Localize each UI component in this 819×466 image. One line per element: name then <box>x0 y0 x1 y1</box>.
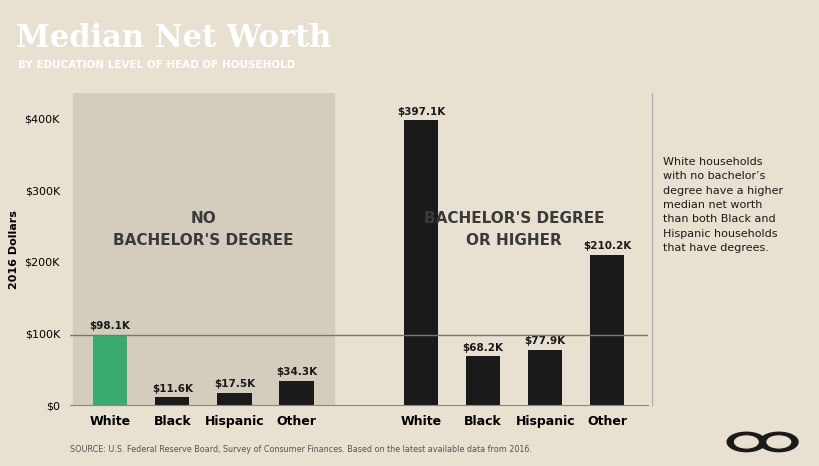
Bar <box>527 350 562 405</box>
Text: NO
BACHELOR'S DEGREE: NO BACHELOR'S DEGREE <box>113 211 293 248</box>
Text: $397.1K: $397.1K <box>396 107 445 117</box>
Bar <box>217 393 251 405</box>
Bar <box>745 437 778 447</box>
Bar <box>403 120 437 405</box>
Text: $210.2K: $210.2K <box>582 241 631 251</box>
Text: $17.5K: $17.5K <box>214 379 255 389</box>
Text: SOURCE: U.S. Federal Reserve Board, Survey of Consumer Finances. Based on the la: SOURCE: U.S. Federal Reserve Board, Surv… <box>70 445 531 454</box>
Circle shape <box>766 436 790 448</box>
Text: White households
with no bachelor’s
degree have a higher
median net worth
than b: White households with no bachelor’s degr… <box>662 157 781 253</box>
Circle shape <box>758 432 797 452</box>
Text: Median Net Worth: Median Net Worth <box>16 23 332 54</box>
Text: $77.9K: $77.9K <box>524 336 565 346</box>
Text: $11.6K: $11.6K <box>152 384 192 393</box>
Circle shape <box>734 436 758 448</box>
Text: $98.1K: $98.1K <box>89 322 130 331</box>
Bar <box>155 397 189 405</box>
Bar <box>465 356 500 405</box>
Bar <box>279 381 314 405</box>
Text: BY EDUCATION LEVEL OF HEAD OF HOUSEHOLD: BY EDUCATION LEVEL OF HEAD OF HOUSEHOLD <box>18 60 295 70</box>
Y-axis label: 2016 Dollars: 2016 Dollars <box>9 210 19 289</box>
Text: BACHELOR'S DEGREE
OR HIGHER: BACHELOR'S DEGREE OR HIGHER <box>423 211 604 248</box>
Text: $34.3K: $34.3K <box>276 367 317 377</box>
Text: $68.2K: $68.2K <box>462 343 503 353</box>
Bar <box>73 93 333 405</box>
Bar <box>590 254 624 405</box>
Circle shape <box>726 432 765 452</box>
Bar <box>93 335 127 405</box>
